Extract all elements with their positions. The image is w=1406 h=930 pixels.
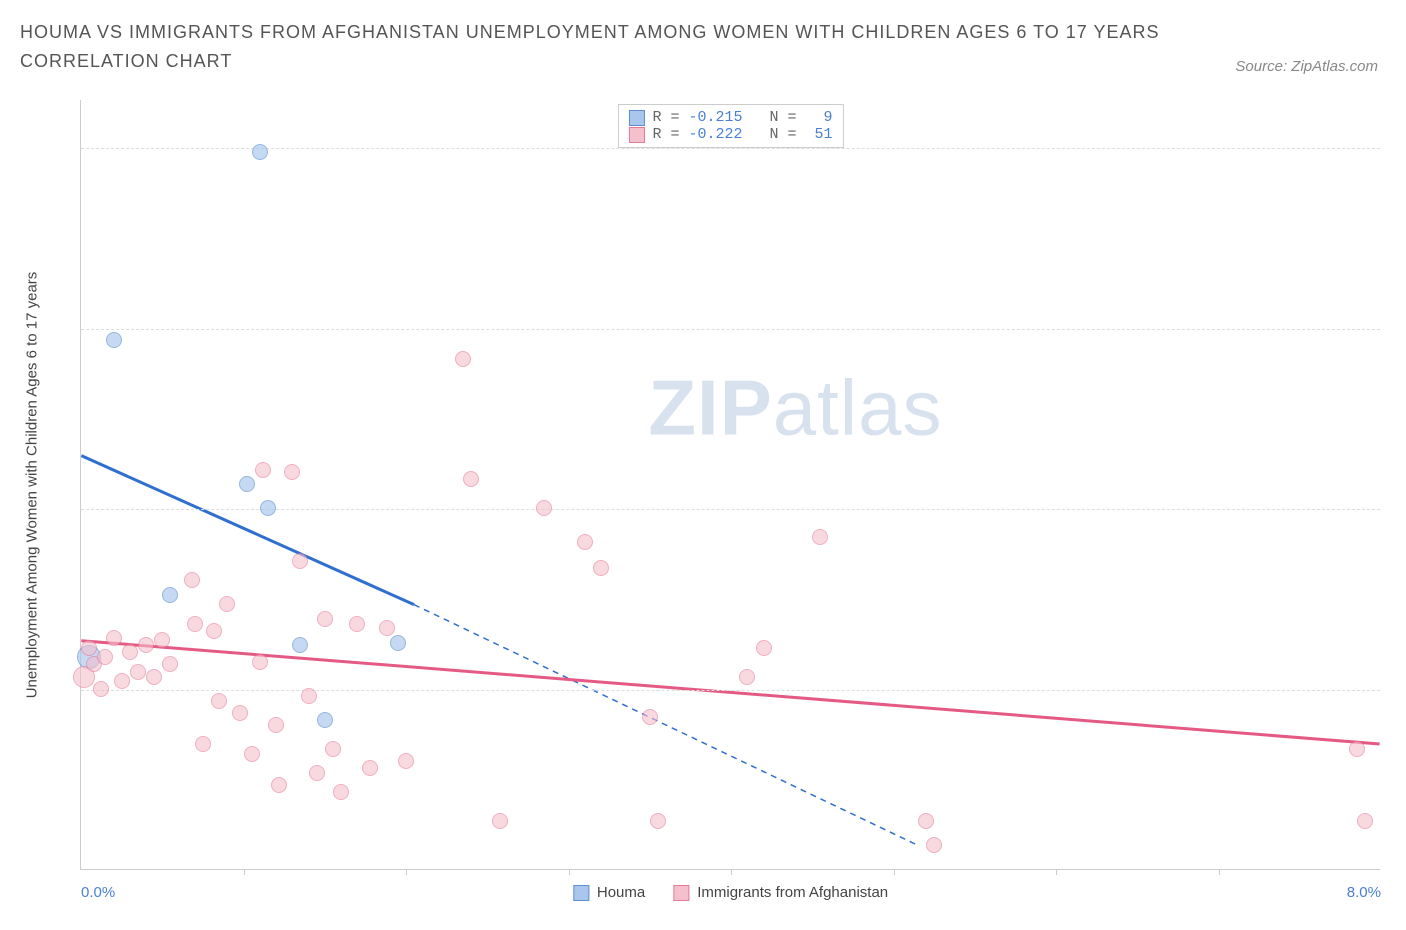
x-tick-label: 8.0% [1347,884,1381,901]
scatter-point [317,712,333,728]
scatter-point [362,760,378,776]
scatter-point [271,777,287,793]
scatter-point [642,709,658,725]
scatter-point [232,705,248,721]
chart-area: Unemployment Among Women with Children A… [60,100,1380,870]
chart-header: HOUMA VS IMMIGRANTS FROM AFGHANISTAN UNE… [0,0,1406,76]
scatter-point [398,753,414,769]
plot-region: ZIPatlas R = -0.215 N = 9R = -0.222 N = … [80,100,1380,870]
x-tick [1056,869,1057,875]
scatter-point [260,500,276,516]
x-tick [894,869,895,875]
x-tick [569,869,570,875]
scatter-point [97,649,113,665]
scatter-point [146,669,162,685]
scatter-point [463,471,479,487]
watermark-zip: ZIP [648,363,772,451]
scatter-point [252,144,268,160]
scatter-point [162,656,178,672]
scatter-point [206,623,222,639]
watermark: ZIPatlas [648,362,942,453]
title-line-1: HOUMA VS IMMIGRANTS FROM AFGHANISTAN UNE… [20,18,1386,47]
trend-line-extension [414,605,917,845]
scatter-point [325,741,341,757]
scatter-point [739,669,755,685]
x-tick [244,869,245,875]
gridline [81,509,1380,510]
scatter-point [292,637,308,653]
legend-stat-text: R = -0.222 N = 51 [652,126,832,143]
scatter-point [1357,813,1373,829]
legend-item: Immigrants from Afghanistan [673,884,888,901]
scatter-point [114,673,130,689]
scatter-point [292,553,308,569]
gridline [81,148,1380,149]
scatter-point [154,632,170,648]
scatter-point [301,688,317,704]
x-tick [1219,869,1220,875]
scatter-point [195,736,211,752]
scatter-point [317,611,333,627]
scatter-point [593,560,609,576]
legend-stat-row: R = -0.215 N = 9 [628,109,832,126]
x-tick [731,869,732,875]
scatter-point [650,813,666,829]
scatter-point [93,681,109,697]
scatter-point [219,596,235,612]
scatter-point [106,332,122,348]
scatter-point [122,644,138,660]
gridline [81,329,1380,330]
scatter-point [1349,741,1365,757]
trend-lines-svg [81,100,1380,869]
source-attribution: Source: ZipAtlas.com [1235,58,1378,75]
scatter-point [268,717,284,733]
scatter-point [184,572,200,588]
legend-item: Houma [573,884,645,901]
scatter-point [81,640,97,656]
scatter-point [492,813,508,829]
scatter-point [536,500,552,516]
source-prefix: Source: [1235,58,1291,75]
scatter-point [138,637,154,653]
scatter-point [926,837,942,853]
scatter-point [379,620,395,636]
scatter-point [284,464,300,480]
scatter-point [244,746,260,762]
legend-swatch [628,127,644,143]
y-axis-label: Unemployment Among Women with Children A… [24,272,41,699]
legend-bottom: Houma Immigrants from Afghanistan [573,884,888,901]
scatter-point [349,616,365,632]
scatter-point [577,534,593,550]
source-name: ZipAtlas.com [1291,58,1378,75]
scatter-point [211,693,227,709]
legend-swatch [628,110,644,126]
scatter-point [918,813,934,829]
scatter-point [255,462,271,478]
legend-label: Immigrants from Afghanistan [697,884,888,901]
scatter-point [812,529,828,545]
legend-stat-text: R = -0.215 N = 9 [652,109,832,126]
scatter-point [309,765,325,781]
scatter-point [130,664,146,680]
scatter-point [252,654,268,670]
scatter-point [187,616,203,632]
watermark-atlas: atlas [773,363,943,451]
legend-label: Houma [597,884,645,901]
title-line-2: CORRELATION CHART [20,47,1386,76]
scatter-point [756,640,772,656]
scatter-point [162,587,178,603]
scatter-point [239,476,255,492]
legend-stat-row: R = -0.222 N = 51 [628,126,832,143]
scatter-point [333,784,349,800]
scatter-point [390,635,406,651]
gridline [81,690,1380,691]
legend-swatch [573,885,589,901]
legend-stats: R = -0.215 N = 9R = -0.222 N = 51 [617,104,843,148]
scatter-point [455,351,471,367]
scatter-point [106,630,122,646]
x-tick-label: 0.0% [81,884,115,901]
x-tick [406,869,407,875]
legend-swatch [673,885,689,901]
